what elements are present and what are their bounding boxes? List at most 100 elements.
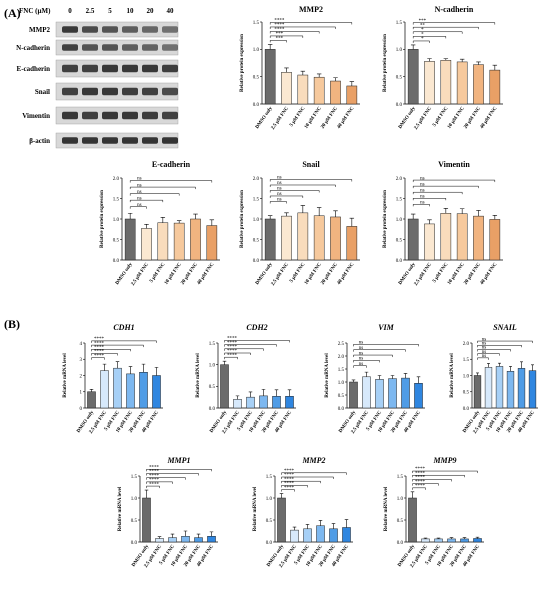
error-bar [127,212,133,219]
error-bar [459,58,465,62]
significance-label: **** [227,353,238,358]
error-bar [427,219,432,224]
significance-label: **** [149,465,160,470]
category-label: 2.5 μM FNC [271,262,291,287]
category-label: 5 μM FNC [289,262,306,284]
error-bar [476,372,479,376]
y-tick-label: 1.0 [113,218,120,223]
blot-band [142,64,158,73]
bar-charts: MMP2 0.0 0.5 1.0 1.5 Relative protein express… [63,5,538,569]
y-axis-label: Relative protein expression [383,34,388,92]
error-bar [443,208,449,214]
chart-title: N-cadherin [435,5,474,14]
y-tick-label: 1.5 [131,475,138,480]
error-bar [487,363,490,368]
significance-bracket [224,340,290,343]
blot-band [102,137,118,144]
blot-row-label: N-cadherin [16,44,50,52]
blot-lane-label: 10 [127,7,135,15]
significance-label: ns [137,183,142,188]
significance-label: *** [276,32,284,37]
y-tick-label: 0.0 [131,541,138,546]
significance-bracket [269,201,287,204]
bar [126,373,135,409]
significance-bracket [146,481,173,484]
chart-title: CDH2 [246,323,267,332]
significance-label: ns [137,177,142,182]
bar [495,366,504,409]
blot-row-label: Vimentin [22,112,50,120]
bar [303,528,312,543]
bar [113,367,122,409]
y-tick-label: 1.0 [396,218,403,223]
y-axis-label: Relative protein expression [383,190,388,248]
y-tick-label: 0.5 [131,519,138,524]
bar [290,529,299,543]
blot-row-label: Snail [35,88,50,96]
significance-bracket [412,474,465,478]
category-label: 5 μM FNC [149,262,166,284]
blot-row-label: MMP2 [29,26,50,34]
blot-band [82,26,98,33]
bar [139,372,148,409]
error-bar [141,363,146,373]
bar [246,396,255,409]
bar [375,379,384,409]
significance-bracket [224,344,277,347]
bar [460,538,469,543]
error-bar [443,58,449,61]
error-bar [267,215,273,219]
blot-band [62,111,78,120]
y-tick-label: 1.5 [396,197,403,202]
chart-title: SNAIL [493,323,517,332]
chart-snail_protein: Snail 0.0 0.5 1.0 1.5 2.0 Relative protein exp… [240,160,360,287]
error-bar [267,44,273,50]
error-bar [423,537,428,539]
significance-label: **** [227,341,238,346]
significance-label: ns [277,176,282,181]
error-bar [403,373,408,379]
significance-label: ns [277,181,282,186]
bar [421,538,430,543]
significance-label: **** [149,474,160,479]
significance-bracket [353,344,419,347]
chart-title: CDH1 [113,323,134,332]
significance-label: **** [284,482,295,487]
blot-band [82,137,98,144]
significance-bracket [412,40,430,43]
blot-band [122,44,138,51]
error-bar [436,537,441,539]
blot-band [62,87,78,96]
error-bar [410,44,416,50]
significance-label: **** [94,354,105,359]
y-axis-label: Relative mRNA level [450,353,455,398]
significance-bracket [281,472,347,475]
significance-bracket [91,349,131,352]
error-bar [475,536,480,539]
bar [259,395,268,409]
significance-label: **** [415,476,426,481]
error-bar [390,375,395,379]
significance-bracket [146,469,212,472]
significance-bracket [91,357,105,360]
panel-label-a: (A) [4,6,21,20]
y-tick-label: 0.0 [396,259,403,264]
significance-bracket [477,345,522,348]
bar [277,497,286,543]
panel-label-b: (B) [4,317,20,331]
chart-title: MMP2 [301,456,325,465]
blot-band [102,111,118,120]
significance-bracket [91,344,144,348]
chart-title: MMP1 [166,456,190,465]
significance-label: **** [284,477,295,482]
bar [407,218,419,261]
error-bar [462,537,467,539]
chart-title: VIM [378,323,394,332]
y-axis-label: Relative mRNA level [384,486,389,531]
y-tick-label: 1.5 [253,197,260,202]
y-tick-label: 0.5 [209,385,216,390]
error-bar [520,361,523,369]
significance-label: **** [94,337,105,342]
y-tick-label: 3 [80,358,83,363]
